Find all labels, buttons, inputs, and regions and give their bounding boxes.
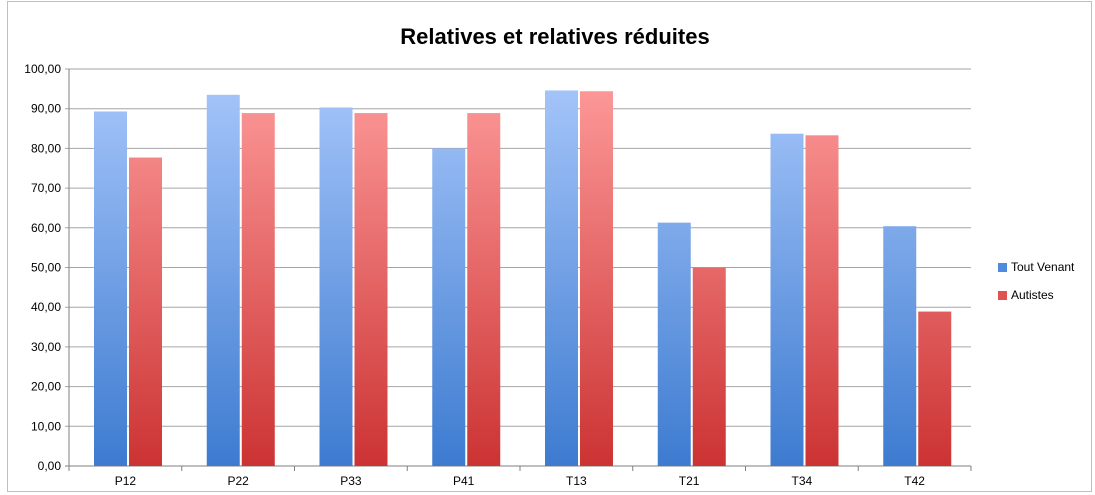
x-tick-label: T34	[792, 474, 813, 488]
bar-tout-venant-p12	[94, 111, 127, 466]
bar-autistes-p12	[129, 157, 162, 466]
bar-autistes-t21	[692, 267, 726, 466]
bar-autistes-t13	[580, 91, 613, 467]
x-tick-label: T13	[566, 474, 587, 488]
chart-title: Relatives et relatives réduites	[400, 24, 710, 49]
legend-swatch-autistes	[998, 290, 1007, 300]
x-tick-label: P41	[453, 474, 475, 488]
legend-label-autistes: Autistes	[1011, 288, 1054, 302]
bar-tout-venant-p33	[319, 107, 353, 466]
y-tick-label: 60,00	[31, 221, 61, 235]
x-tick-label: P12	[115, 474, 137, 488]
y-tick-label: 50,00	[31, 261, 61, 275]
y-tick-label: 100,00	[24, 62, 61, 76]
bar-autistes-t34	[805, 135, 839, 466]
legend-item-tout-venant: Tout Venant	[998, 256, 1074, 278]
y-tick-label: 30,00	[31, 340, 61, 354]
legend-swatch-tout-venant	[998, 262, 1007, 272]
y-tick-label: 70,00	[31, 181, 61, 195]
x-tick-label: P33	[340, 474, 362, 488]
bar-autistes-p41	[467, 113, 501, 466]
bar-tout-venant-p22	[206, 94, 240, 467]
x-tick-label: T21	[679, 474, 700, 488]
x-tick-label: P22	[227, 474, 249, 488]
legend: Tout Venant Autistes	[998, 256, 1074, 312]
legend-item-autistes: Autistes	[998, 284, 1074, 306]
y-tick-label: 40,00	[31, 300, 61, 314]
y-tick-label: 90,00	[31, 102, 61, 116]
y-tick-label: 10,00	[31, 419, 61, 433]
bar-autistes-p22	[241, 113, 275, 466]
legend-label-tout-venant: Tout Venant	[1011, 260, 1075, 274]
bar-tout-venant-t34	[770, 133, 804, 466]
bar-tout-venant-p41	[432, 148, 466, 466]
bar-tout-venant-t13	[545, 90, 578, 467]
y-tick-label: 20,00	[31, 380, 61, 394]
bar-autistes-t42	[918, 311, 952, 466]
x-tick-label: T42	[904, 474, 925, 488]
bar-tout-venant-t42	[883, 226, 917, 466]
y-tick-label: 0,00	[38, 459, 62, 473]
bar-autistes-p33	[354, 113, 388, 466]
bar-tout-venant-t21	[657, 222, 691, 466]
y-tick-label: 80,00	[31, 141, 61, 155]
